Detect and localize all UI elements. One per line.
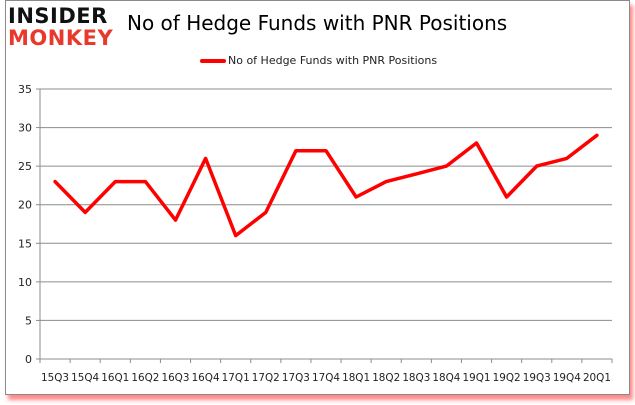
chart-title: No of Hedge Funds with PNR Positions: [127, 11, 508, 35]
x-tick-label: 16Q4: [192, 371, 220, 384]
x-tick-label: 19Q3: [523, 371, 551, 384]
x-tick-label: 18Q1: [342, 371, 370, 384]
x-tick-label: 20Q1: [583, 371, 611, 384]
y-axis-tick-labels: 0 5 10 15 20 25 30 35: [18, 83, 32, 366]
x-tick-label: 16Q2: [131, 371, 159, 384]
x-tick-label: 15Q3: [41, 371, 69, 384]
y-tick-label: 30: [18, 122, 32, 135]
chart-frame: [5, 0, 630, 395]
x-tick-label: 17Q2: [252, 371, 280, 384]
axes: [36, 88, 613, 363]
y-tick-label: 35: [18, 83, 32, 96]
logo-text-bottom: MONKEY: [8, 26, 114, 50]
logo-text-top: INSIDER: [8, 4, 108, 28]
x-axis-tick-labels: 15Q3 15Q4 16Q1 16Q2 16Q3 16Q4 17Q1 17Q2 17Q3 17Q4…: [41, 371, 611, 384]
gridlines: [40, 88, 612, 321]
x-tick-label: 17Q4: [312, 371, 340, 384]
y-tick-label: 15: [18, 237, 32, 250]
x-tick-label: 19Q2: [493, 371, 521, 384]
legend-label: No of Hedge Funds with PNR Positions: [228, 54, 438, 67]
series-line: [53, 133, 599, 238]
y-tick-label: 5: [25, 314, 32, 327]
x-tick-label: 18Q3: [402, 371, 430, 384]
x-tick-label: 17Q3: [282, 371, 310, 384]
y-tick-label: 20: [18, 199, 32, 212]
x-tick-label: 15Q4: [71, 371, 99, 384]
x-tick-label: 19Q4: [553, 371, 581, 384]
x-tick-label: 18Q2: [372, 371, 400, 384]
chart-legend: No of Hedge Funds with PNR Positions: [200, 54, 437, 67]
x-tick-label: 16Q3: [161, 371, 189, 384]
x-tick-label: 17Q1: [222, 371, 250, 384]
x-tick-label: 16Q1: [101, 371, 129, 384]
y-tick-label: 25: [18, 160, 32, 173]
y-tick-label: 0: [25, 353, 32, 366]
x-tick-label: 19Q1: [463, 371, 491, 384]
x-tick-label: 18Q4: [432, 371, 460, 384]
legend-line-swatch-icon: [200, 58, 226, 63]
y-tick-label: 10: [18, 276, 32, 289]
insider-monkey-logo: INSIDER MONKEY: [8, 6, 120, 49]
